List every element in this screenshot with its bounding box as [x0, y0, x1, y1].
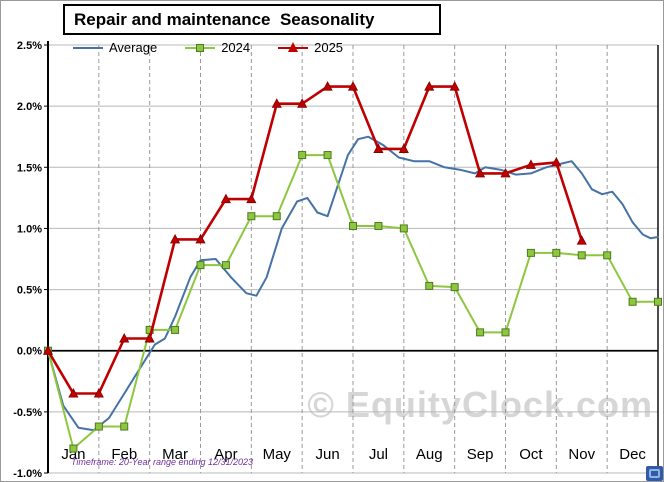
- legend-item-2025[interactable]: 2025: [278, 40, 343, 55]
- triangle-marker-icon: [278, 41, 309, 54]
- chart-title-box: Repair and maintenance Seasonality: [63, 4, 441, 35]
- chart-title: Repair and maintenance Seasonality: [74, 9, 375, 29]
- equityclock-watermark: © EquityClock.com: [307, 384, 653, 425]
- svg-text:Jul: Jul: [369, 446, 388, 463]
- svg-text:2.5%: 2.5%: [17, 40, 42, 52]
- legend-label-average: Average: [109, 40, 158, 55]
- svg-text:1.5%: 1.5%: [17, 162, 42, 174]
- svg-text:Jan: Jan: [61, 446, 85, 463]
- timeframe-note: Timeframe: 20-Year range ending 12/31/20…: [71, 457, 254, 467]
- legend-label-2024: 2024: [221, 40, 251, 55]
- svg-text:Dec: Dec: [619, 446, 646, 463]
- svg-text:Nov: Nov: [568, 446, 595, 463]
- average-line-icon: [73, 41, 103, 54]
- svg-text:0.5%: 0.5%: [17, 285, 42, 297]
- svg-text:-1.0%: -1.0%: [13, 468, 42, 480]
- legend-item-2024[interactable]: 2024: [185, 40, 250, 55]
- svg-text:Jun: Jun: [315, 446, 339, 463]
- svg-text:Oct: Oct: [519, 446, 543, 463]
- legend-label-2025: 2025: [314, 40, 344, 55]
- chart-legend: Average 2024 2025: [73, 40, 343, 55]
- equityclock-logo[interactable]: [646, 466, 663, 481]
- svg-text:Aug: Aug: [416, 446, 443, 463]
- svg-text:-0.5%: -0.5%: [13, 407, 42, 419]
- svg-text:2.0%: 2.0%: [17, 101, 42, 113]
- equityclock-logo-glyph: [649, 469, 660, 478]
- svg-text:1.0%: 1.0%: [17, 223, 42, 235]
- legend-item-average[interactable]: Average: [73, 40, 157, 55]
- svg-text:Sep: Sep: [467, 446, 494, 463]
- square-marker-icon: [185, 41, 216, 54]
- svg-text:Feb: Feb: [111, 446, 137, 463]
- svg-text:Mar: Mar: [162, 446, 188, 463]
- svg-text:Apr: Apr: [214, 446, 237, 463]
- svg-text:0.0%: 0.0%: [17, 346, 42, 358]
- svg-text:May: May: [263, 446, 292, 463]
